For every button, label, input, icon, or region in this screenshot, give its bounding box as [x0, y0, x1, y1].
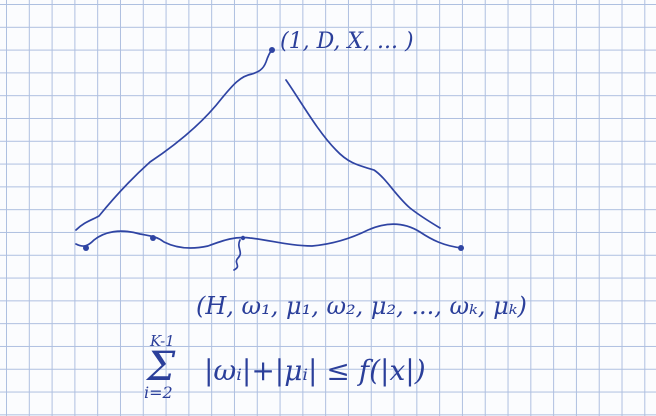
- sum-symbol: Σ: [145, 344, 176, 390]
- baseline-dot: [150, 235, 156, 241]
- sum-upper-limit: K-1: [149, 332, 175, 350]
- wavy-baseline: [75, 223, 463, 249]
- squiggle-connector: [233, 239, 242, 271]
- left-endpoint-dot: [83, 245, 89, 251]
- sum-lower-limit: i=2: [144, 383, 173, 402]
- peak-label: (1, D, X, ... ): [280, 29, 414, 54]
- right-endpoint-dot: [458, 245, 464, 251]
- center-dot: [240, 235, 246, 241]
- inequality-expression: |ωᵢ|+|μᵢ| ≤ f(|x|): [204, 354, 426, 387]
- tuple-label: (H, ω₁, μ₁, ω₂, μ₂, ..., ωₖ, μₖ): [196, 292, 527, 320]
- peak-dot: [269, 47, 275, 53]
- hump-curve: [75, 49, 441, 231]
